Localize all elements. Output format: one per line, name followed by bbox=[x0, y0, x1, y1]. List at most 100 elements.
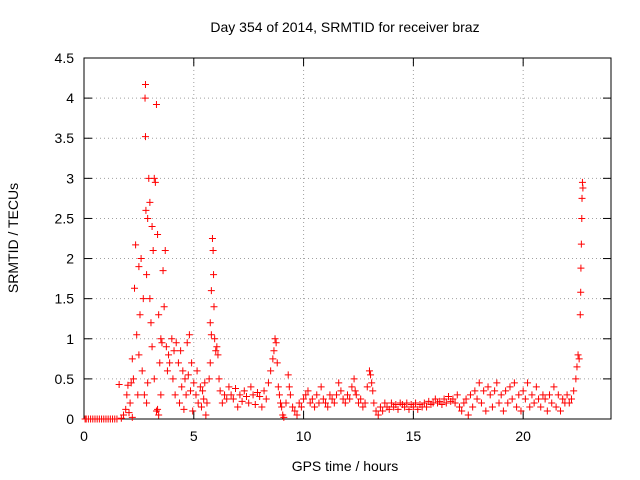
data-point bbox=[149, 247, 157, 255]
data-point bbox=[541, 395, 549, 403]
data-point bbox=[137, 255, 145, 263]
data-point bbox=[401, 403, 409, 411]
data-point bbox=[253, 389, 261, 397]
data-point bbox=[148, 343, 156, 351]
data-point bbox=[223, 395, 231, 403]
data-point bbox=[205, 375, 213, 383]
data-point bbox=[543, 407, 551, 415]
data-point bbox=[152, 101, 160, 109]
data-point bbox=[554, 391, 562, 399]
data-point bbox=[152, 407, 160, 415]
data-point bbox=[194, 399, 202, 407]
data-point bbox=[179, 367, 187, 375]
data-point bbox=[225, 383, 233, 391]
data-point bbox=[151, 178, 159, 186]
data-point bbox=[169, 375, 177, 383]
data-point bbox=[414, 405, 422, 413]
data-point bbox=[165, 351, 173, 359]
data-point bbox=[579, 184, 587, 192]
data-point bbox=[269, 355, 277, 363]
data-point bbox=[203, 399, 211, 407]
data-point bbox=[162, 343, 170, 351]
data-point bbox=[221, 391, 229, 399]
data-point bbox=[156, 359, 164, 367]
data-point bbox=[453, 391, 461, 399]
data-point bbox=[363, 383, 371, 391]
y-tick-labels: 0 0.5 1 1.5 2 2.5 3 3.5 4 4.5 bbox=[55, 50, 75, 427]
y-axis-label: SRMTID / TECUs bbox=[5, 183, 21, 293]
data-point bbox=[409, 403, 417, 411]
data-point bbox=[293, 411, 301, 419]
data-point bbox=[262, 395, 270, 403]
data-point bbox=[113, 415, 121, 423]
data-point bbox=[232, 385, 240, 393]
data-point bbox=[403, 399, 411, 407]
y-tick-label: 3.5 bbox=[55, 130, 75, 146]
y-tick-label: 1 bbox=[66, 331, 74, 347]
data-point bbox=[218, 399, 226, 407]
data-point bbox=[282, 399, 290, 407]
data-point bbox=[215, 375, 223, 383]
data-point bbox=[210, 303, 218, 311]
data-point bbox=[184, 371, 192, 379]
data-point bbox=[567, 395, 575, 403]
data-point bbox=[214, 351, 222, 359]
data-point bbox=[286, 391, 294, 399]
data-point bbox=[170, 347, 178, 355]
data-point bbox=[142, 206, 150, 214]
data-point bbox=[330, 399, 338, 407]
data-point bbox=[256, 393, 264, 401]
data-point bbox=[133, 331, 141, 339]
data-point bbox=[115, 381, 123, 389]
data-point bbox=[462, 395, 470, 403]
data-point bbox=[550, 383, 558, 391]
data-point bbox=[517, 407, 525, 415]
data-point bbox=[206, 359, 214, 367]
data-point bbox=[497, 391, 505, 399]
y-tick-label: 0 bbox=[66, 411, 74, 427]
data-point bbox=[521, 395, 529, 403]
data-point bbox=[146, 295, 154, 303]
data-point bbox=[578, 214, 586, 222]
data-point bbox=[242, 393, 250, 401]
data-point bbox=[138, 367, 146, 375]
data-point bbox=[249, 391, 257, 399]
axis-ticks bbox=[83, 57, 611, 420]
data-point bbox=[337, 387, 345, 395]
data-point bbox=[177, 347, 185, 355]
data-point bbox=[182, 391, 190, 399]
data-point bbox=[166, 359, 174, 367]
data-point bbox=[491, 387, 499, 395]
y-tick-label: 2.5 bbox=[55, 210, 75, 226]
data-point bbox=[460, 399, 468, 407]
data-point bbox=[359, 403, 367, 411]
data-point bbox=[348, 383, 356, 391]
data-point bbox=[451, 399, 459, 407]
data-point bbox=[577, 288, 585, 296]
data-point bbox=[469, 403, 477, 411]
data-point bbox=[176, 399, 184, 407]
data-point bbox=[577, 240, 585, 248]
data-point bbox=[385, 405, 393, 413]
data-point bbox=[295, 399, 303, 407]
data-point bbox=[131, 284, 139, 292]
data-point bbox=[208, 235, 216, 242]
data-point bbox=[270, 347, 278, 355]
data-point bbox=[209, 247, 217, 255]
data-point bbox=[442, 399, 450, 407]
data-point bbox=[308, 395, 316, 403]
data-point bbox=[473, 395, 481, 403]
data-point bbox=[423, 403, 431, 411]
data-point bbox=[211, 335, 219, 343]
data-point bbox=[539, 391, 547, 399]
data-point bbox=[319, 395, 327, 403]
data-point bbox=[207, 331, 215, 339]
data-point bbox=[148, 222, 156, 230]
data-point bbox=[315, 399, 323, 407]
data-point bbox=[438, 401, 446, 409]
data-point bbox=[157, 391, 165, 399]
plot-frame bbox=[83, 57, 612, 420]
data-point bbox=[532, 383, 540, 391]
data-point bbox=[506, 383, 514, 391]
y-tick-label: 2 bbox=[66, 251, 74, 267]
